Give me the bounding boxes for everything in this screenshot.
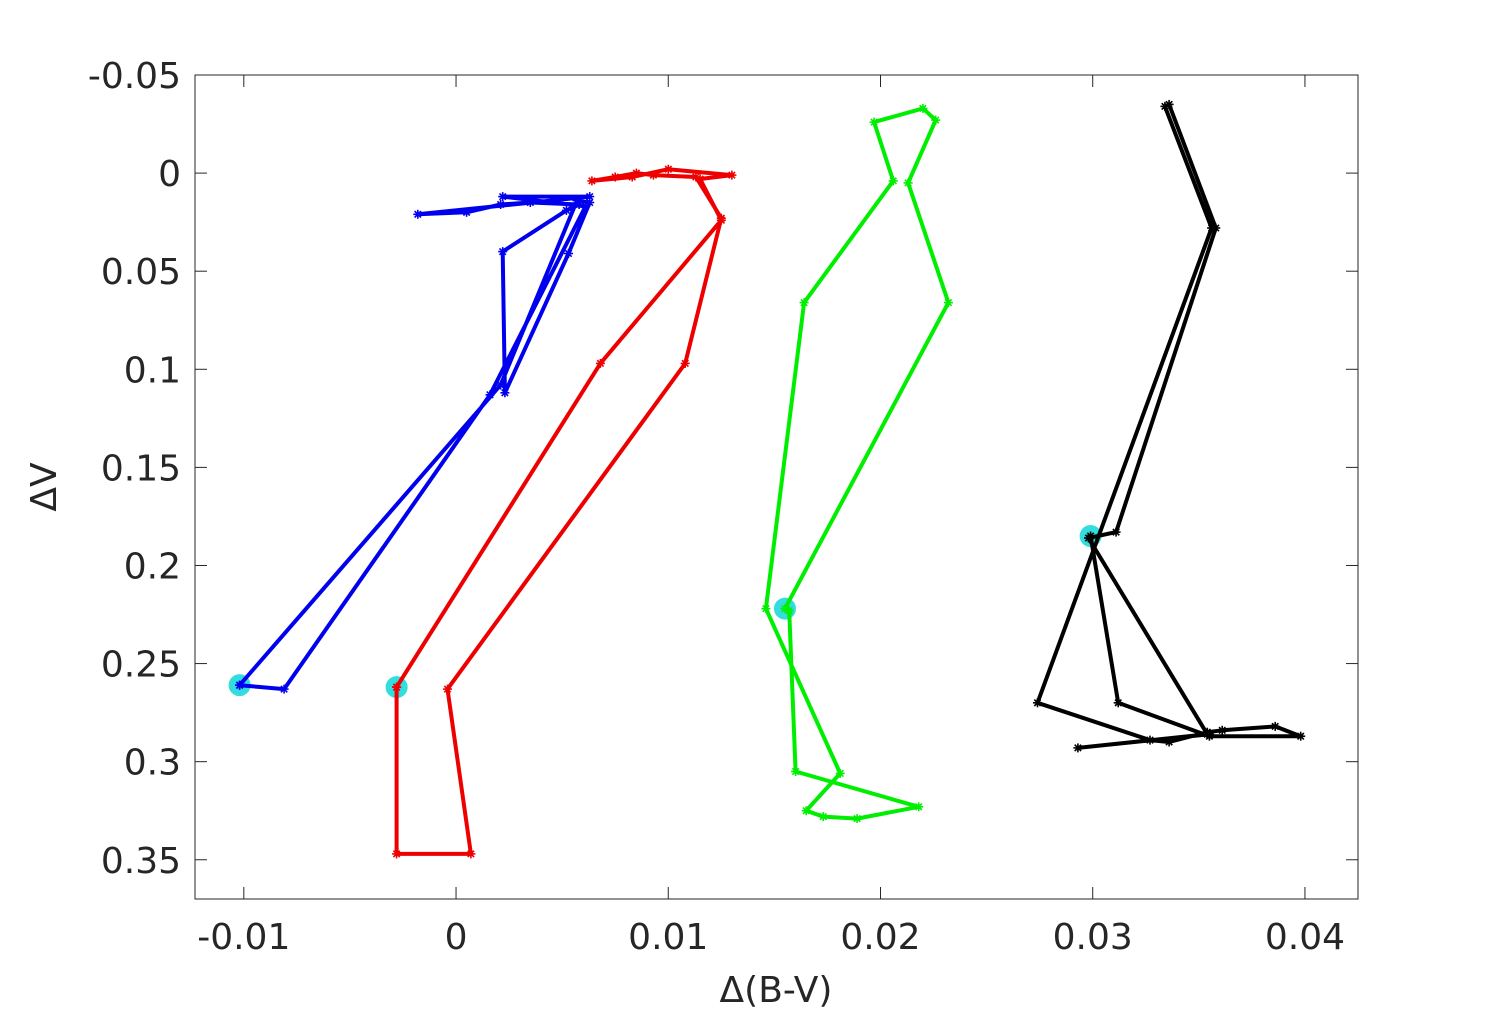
data-point-marker	[466, 849, 476, 859]
data-point-marker	[1270, 721, 1280, 731]
series-line	[763, 106, 951, 821]
y-tick-label: 0.05	[101, 252, 181, 293]
plot-frame	[194, 74, 1359, 900]
series-2	[385, 164, 737, 859]
data-point-marker	[1084, 533, 1093, 543]
data-point-marker	[1164, 737, 1174, 747]
data-point-marker	[663, 164, 673, 174]
data-point-marker	[852, 814, 862, 824]
y-tick-label: 0	[158, 154, 181, 195]
data-point-marker	[1111, 527, 1121, 537]
plot-background	[195, 75, 1358, 899]
x-tick-label: 0.03	[1053, 917, 1133, 958]
x-axis-label: Δ(B-V)	[720, 970, 833, 1011]
data-point-marker	[610, 172, 620, 182]
data-point-marker	[595, 358, 605, 368]
data-point-marker	[1296, 731, 1306, 741]
data-point-marker	[500, 388, 510, 398]
x-tick-label: 0.01	[628, 917, 708, 958]
data-point-marker	[587, 176, 597, 186]
x-tick-label: 0.04	[1265, 917, 1345, 958]
data-point-marker	[818, 812, 828, 822]
data-point-marker	[791, 767, 801, 776]
data-point-marker	[784, 606, 794, 616]
data-point-marker	[392, 849, 402, 859]
data-point-marker	[279, 684, 289, 694]
data-point-marker	[903, 178, 913, 188]
y-tick-label: 0.2	[124, 546, 181, 587]
data-point-marker	[835, 768, 845, 778]
y-tick-labels: -0.05 0 0.05 0.1 0.15 0.2 0.25 0.3 0.35	[88, 56, 181, 882]
data-point-marker	[496, 380, 506, 390]
x-tick-label: 0	[445, 917, 468, 958]
data-point-marker	[485, 390, 495, 400]
y-tick-label: 0.35	[101, 841, 181, 882]
data-point-marker	[761, 604, 771, 614]
x-tick-label: -0.01	[197, 917, 290, 958]
data-point-marker	[727, 170, 737, 180]
data-point-marker	[1145, 735, 1155, 745]
data-point-marker	[799, 298, 809, 308]
data-point-marker	[801, 806, 811, 816]
y-tick-label: -0.05	[88, 56, 181, 97]
data-point-marker	[525, 198, 535, 207]
data-point-marker	[931, 115, 941, 125]
data-point-marker	[462, 207, 472, 217]
data-point-marker	[585, 198, 595, 207]
data-point-marker	[1033, 698, 1042, 708]
data-point-marker	[1113, 698, 1123, 708]
data-point-marker	[943, 298, 953, 308]
series-line	[394, 167, 734, 856]
data-point-marker	[392, 682, 402, 692]
data-point-marker	[496, 200, 506, 209]
data-point-marker	[716, 215, 726, 225]
data-point-marker	[780, 604, 790, 614]
data-point-marker	[695, 174, 705, 184]
y-axis-label: ΔV	[24, 462, 65, 512]
series-layer	[228, 99, 1306, 859]
data-point-marker	[1204, 729, 1214, 739]
x-tick-label: 0.02	[840, 917, 920, 958]
data-point-marker	[869, 117, 879, 127]
y-tick-label: 0.3	[124, 743, 181, 784]
data-point-marker	[1073, 743, 1083, 753]
data-point-marker	[1217, 725, 1227, 735]
data-point-marker	[1164, 99, 1174, 109]
data-point-marker	[443, 684, 452, 694]
data-point-marker	[914, 802, 924, 812]
y-tick-label: 0.25	[101, 645, 181, 686]
data-point-marker	[498, 247, 508, 257]
data-point-marker	[561, 205, 571, 215]
data-point-marker	[413, 209, 423, 219]
data-point-marker	[680, 358, 690, 368]
data-point-marker	[498, 192, 508, 202]
data-point-marker	[235, 680, 245, 690]
data-point-marker	[1211, 223, 1221, 233]
data-point-marker	[648, 170, 658, 180]
data-point-marker	[918, 103, 928, 113]
y-tick-label: 0.15	[101, 448, 181, 489]
series-1	[228, 192, 595, 697]
x-tick-labels: -0.01 0 0.01 0.02 0.03 0.04	[197, 917, 1345, 958]
y-tick-label: 0.1	[124, 350, 181, 391]
data-point-marker	[572, 196, 582, 206]
data-point-marker	[564, 249, 573, 258]
series-4	[1033, 99, 1306, 753]
data-point-marker	[627, 172, 637, 182]
series-3	[761, 103, 953, 824]
data-point-marker	[888, 176, 898, 186]
data-point-marker	[631, 168, 641, 178]
